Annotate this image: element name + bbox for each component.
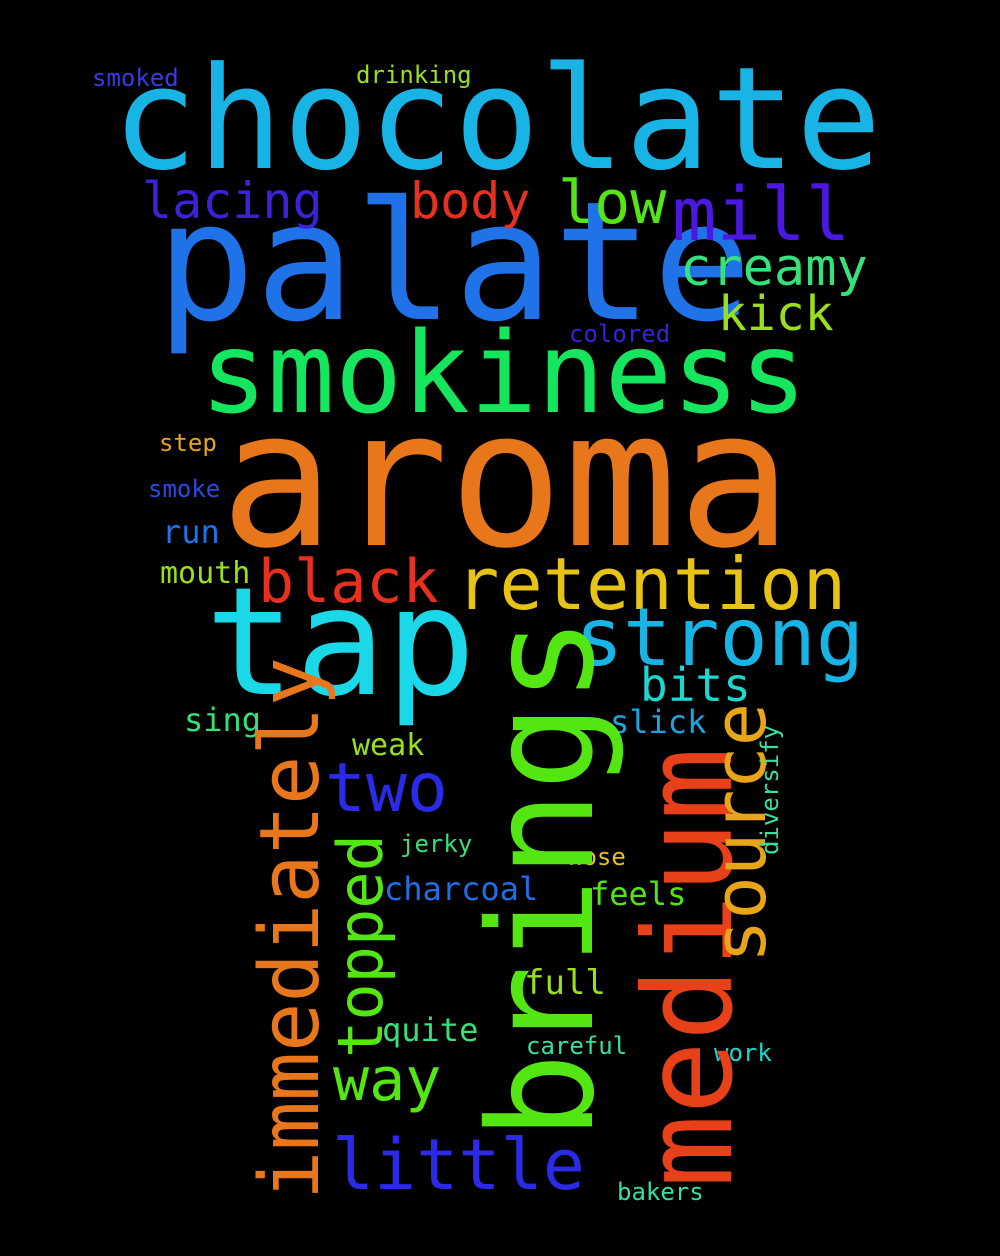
word-quite: quite [382, 1011, 479, 1049]
word-kick: kick [718, 286, 834, 342]
word-two: two [325, 749, 448, 828]
word-aroma: aroma [220, 369, 792, 590]
word-mill: mill [672, 172, 851, 258]
word-body: body [410, 172, 531, 230]
word-run: run [162, 513, 220, 551]
word-creamy: creamy [680, 238, 868, 298]
word-jerky: jerky [400, 830, 473, 858]
word-step: step [159, 429, 217, 457]
word-slick: slick [610, 703, 707, 741]
word-chocolate: chocolate [112, 37, 882, 202]
word-bits: bits [640, 658, 751, 712]
word-brings: brings [458, 616, 627, 1140]
word-topped: topped [324, 834, 397, 1058]
word-tap: tap [205, 556, 476, 730]
word-smoked: smoked [92, 64, 179, 92]
word-nose: nose [568, 843, 626, 871]
word-immediately: immediately [243, 656, 338, 1200]
word-smoke: smoke [148, 475, 221, 503]
word-work: work [714, 1039, 772, 1067]
word-full: full [524, 963, 606, 1003]
word-careful: careful [526, 1032, 628, 1060]
word-charcoal: charcoal [384, 870, 539, 908]
word-drinking: drinking [356, 61, 472, 89]
word-palate: palate [156, 166, 753, 358]
word-mouth: mouth [160, 556, 251, 591]
word-colored: colored [569, 320, 671, 348]
word-strong: strong [575, 591, 864, 684]
word-little: little [332, 1124, 585, 1206]
word-sing: sing [184, 701, 262, 739]
word-smokiness: smokiness [200, 309, 807, 439]
word-black: black [258, 547, 439, 617]
word-feels: feels [590, 875, 687, 913]
word-diversify: diversify [756, 724, 784, 855]
word-weak: weak [352, 728, 425, 763]
word-way: way [333, 1045, 442, 1115]
word-lacing: lacing [142, 172, 323, 230]
word-low: low [558, 168, 667, 238]
word-retention: retention [456, 542, 847, 626]
word-bakers: bakers [617, 1178, 704, 1206]
